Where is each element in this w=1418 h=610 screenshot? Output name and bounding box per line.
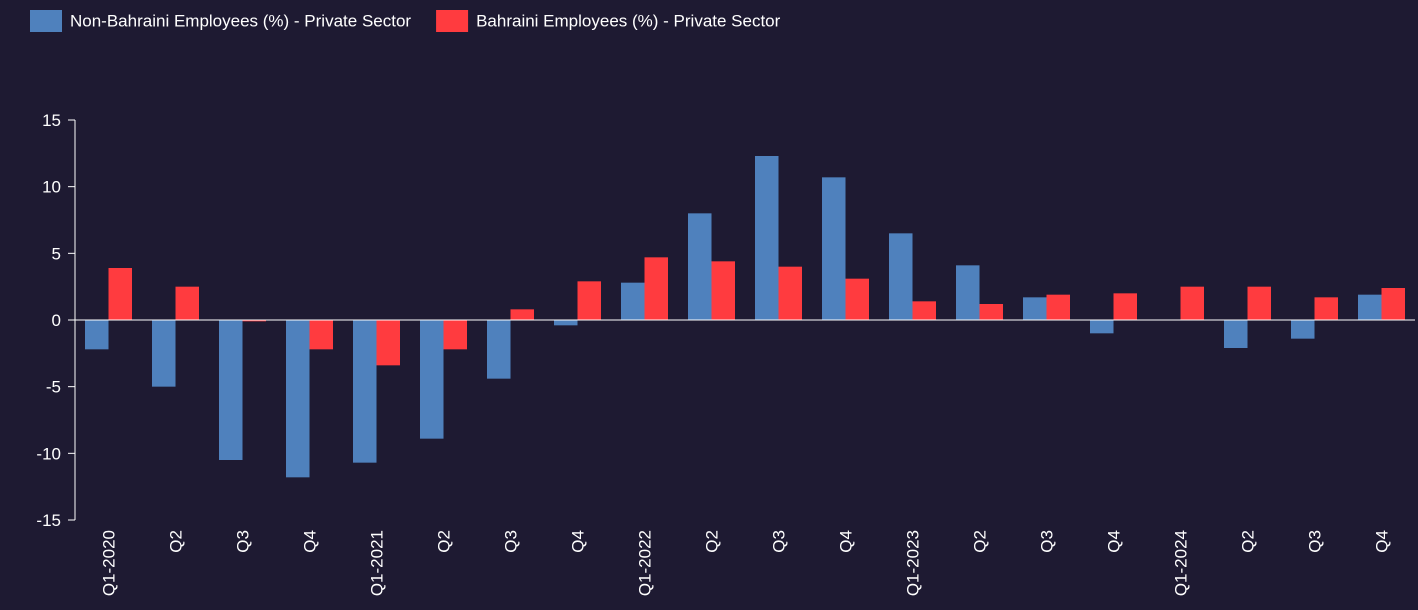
x-tick-label: Q2 [435,530,454,553]
bar [353,320,377,463]
y-tick-label: 5 [52,244,61,263]
bar [175,286,199,320]
bar [979,304,1003,320]
x-tick-label: Q2 [167,530,186,553]
bar [912,301,936,320]
bar [778,266,802,320]
x-tick-label: Q3 [1038,530,1057,553]
bar [1291,320,1315,339]
y-tick-label: -5 [46,378,61,397]
bar [219,320,243,460]
bar [577,281,601,320]
y-tick-label: -15 [36,511,61,530]
x-tick-label: Q2 [703,530,722,553]
x-tick-label: Q4 [301,530,320,553]
x-tick-label: Q1-2020 [100,530,119,596]
x-tick-label: Q3 [502,530,521,553]
bar [822,177,846,320]
bar [1314,297,1338,320]
bar [889,233,913,320]
x-tick-label: Q3 [1306,530,1325,553]
legend-swatch [30,10,62,32]
x-tick-label: Q4 [837,530,856,553]
bar [711,261,735,320]
bar [554,320,578,326]
bar [755,156,779,320]
bar [376,320,400,366]
y-tick-label: 15 [42,111,61,130]
bar [487,320,511,379]
x-tick-label: Q1-2022 [636,530,655,596]
x-tick-label: Q1-2021 [368,530,387,596]
x-tick-label: Q2 [1239,530,1258,553]
legend-label: Bahraini Employees (%) - Private Sector [476,11,781,30]
x-tick-label: Q1-2023 [904,530,923,596]
bar [1180,286,1204,320]
bar [242,320,266,322]
bar [621,282,645,320]
bar [108,268,132,320]
bar [309,320,333,350]
bar [510,309,534,320]
legend-label: Non-Bahraini Employees (%) - Private Sec… [70,11,411,30]
bar [1023,297,1047,320]
bar [443,320,467,350]
bar [1358,294,1382,320]
x-tick-label: Q4 [569,530,588,553]
x-tick-label: Q1-2024 [1172,530,1191,596]
x-tick-label: Q4 [1105,530,1124,553]
bar [1113,293,1137,320]
bar [644,257,668,320]
y-tick-label: 10 [42,178,61,197]
bar [85,320,109,350]
bar [1381,288,1405,320]
bar [1224,320,1248,348]
x-tick-label: Q2 [971,530,990,553]
bar [1090,320,1114,334]
bar [152,320,176,387]
bar [1247,286,1271,320]
bar [956,265,980,320]
x-tick-label: Q4 [1373,530,1392,553]
bar [286,320,310,478]
y-tick-label: 0 [52,311,61,330]
x-tick-label: Q3 [234,530,253,553]
x-tick-label: Q3 [770,530,789,553]
legend-swatch [436,10,469,32]
bar [1046,294,1070,320]
bar [688,213,712,320]
y-tick-label: -10 [36,444,61,463]
bar [420,320,444,439]
legend: Non-Bahraini Employees (%) - Private Sec… [30,10,781,32]
bar [845,278,869,320]
